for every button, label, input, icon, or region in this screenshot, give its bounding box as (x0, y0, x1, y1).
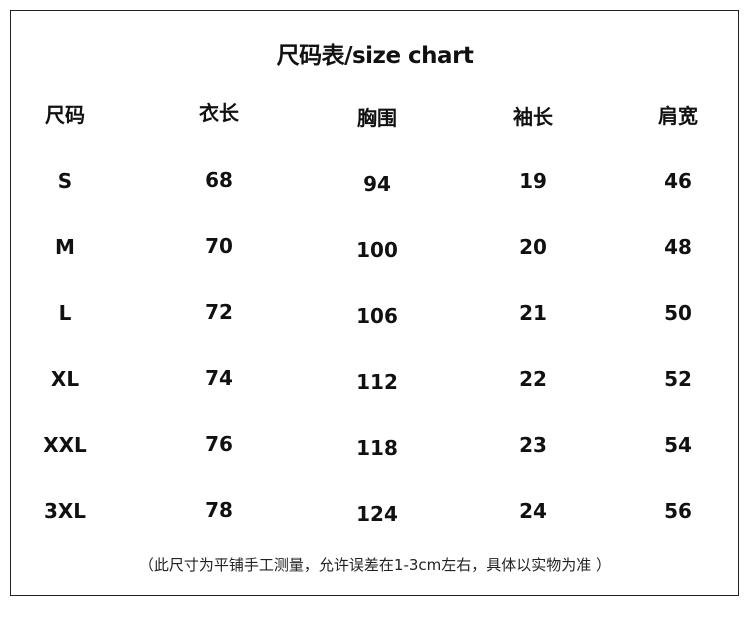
table-cell: 23 (519, 433, 547, 457)
table-cell: 124 (356, 502, 398, 526)
table-cell: 48 (664, 235, 692, 259)
size-label: M (55, 235, 75, 259)
size-label: L (58, 301, 72, 325)
column-header: 尺码 (45, 103, 85, 127)
table-cell: 74 (205, 366, 233, 390)
size-chart-frame (10, 10, 739, 596)
table-cell: 106 (356, 304, 398, 328)
size-label: S (57, 169, 73, 193)
table-cell: 94 (363, 172, 391, 196)
table-cell: 19 (519, 169, 547, 193)
table-cell: 52 (664, 367, 692, 391)
table-cell: 46 (664, 169, 692, 193)
table-cell: 56 (664, 499, 692, 523)
column-header: 衣长 (199, 101, 239, 125)
table-cell: 112 (356, 370, 398, 394)
column-header: 胸围 (357, 106, 397, 130)
measurement-note: （此尺寸为平铺手工测量，允许误差在1-3cm左右，具体以实物为准 ） (138, 556, 612, 574)
table-cell: 22 (519, 367, 547, 391)
column-header: 袖长 (513, 105, 553, 129)
size-label: 3XL (43, 499, 87, 523)
table-cell: 76 (205, 432, 233, 456)
table-cell: 100 (356, 238, 398, 262)
chart-title: 尺码表/size chart (276, 43, 474, 69)
table-cell: 54 (664, 433, 692, 457)
table-cell: 24 (519, 499, 547, 523)
table-cell: 68 (205, 168, 233, 192)
table-cell: 78 (205, 498, 233, 522)
size-label: XXL (43, 433, 87, 457)
table-cell: 72 (205, 300, 233, 324)
table-cell: 20 (519, 235, 547, 259)
table-cell: 118 (356, 436, 398, 460)
column-header: 肩宽 (658, 104, 698, 128)
table-cell: 21 (519, 301, 547, 325)
size-label: XL (50, 367, 80, 391)
table-cell: 50 (664, 301, 692, 325)
table-cell: 70 (205, 234, 233, 258)
